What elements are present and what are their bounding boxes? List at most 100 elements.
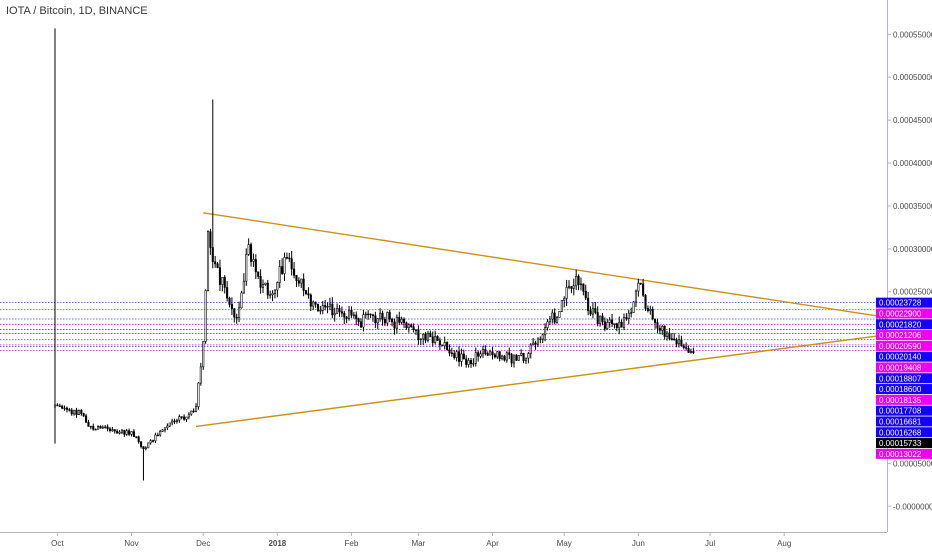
candle: [371, 313, 375, 322]
candle: [82, 412, 85, 418]
candle-body: [680, 339, 683, 347]
candle: [254, 254, 257, 279]
candle-body: [594, 308, 597, 313]
price-badge-label: 0.00017708: [879, 407, 922, 416]
candle-body: [168, 422, 171, 427]
candle-body: [163, 427, 167, 431]
candle: [75, 407, 78, 418]
candle: [68, 408, 71, 412]
candle: [276, 281, 279, 298]
candle-body: [171, 420, 174, 424]
price-badge-bg: [876, 362, 932, 373]
candle-body: [551, 312, 554, 320]
price-badge-label: 0.00019408: [879, 363, 922, 372]
candle-body: [309, 294, 312, 307]
candle-body: [677, 339, 681, 345]
candle-body: [422, 333, 425, 340]
candle-body: [625, 317, 628, 319]
candle-body: [156, 434, 159, 437]
candle-body: [403, 318, 406, 324]
candle-body: [120, 429, 123, 433]
candle: [63, 405, 66, 411]
candle: [228, 296, 231, 308]
candle: [625, 313, 628, 321]
candle-body: [689, 351, 692, 353]
candle: [214, 256, 217, 268]
price-badge-label: 0.00016681: [879, 417, 922, 426]
candle-body: [448, 349, 451, 354]
candle: [417, 325, 420, 345]
candle: [319, 305, 322, 315]
x-tick-label: Apr: [486, 539, 499, 548]
candle-body: [479, 353, 482, 357]
candle-body: [173, 420, 176, 423]
price-badge: 0.00017708: [876, 405, 932, 416]
candle-body: [438, 340, 441, 346]
candle-body: [319, 310, 322, 312]
price-badge: 0.00020140: [876, 351, 932, 362]
price-badge-bg: [876, 297, 932, 308]
candle: [273, 289, 276, 299]
candle-body: [206, 231, 210, 291]
candle: [367, 310, 370, 320]
candle: [620, 319, 623, 328]
candle: [209, 228, 212, 255]
candle: [125, 428, 128, 436]
candle-body: [419, 338, 422, 341]
candle-body: [96, 426, 100, 430]
candle-body: [192, 410, 195, 413]
candle: [261, 279, 265, 294]
candle: [285, 252, 288, 260]
candle-body: [80, 410, 83, 414]
candle-body: [618, 321, 621, 329]
candle: [202, 341, 205, 370]
candle: [570, 286, 573, 294]
candle: [175, 418, 178, 424]
candle: [218, 259, 221, 291]
candle-body: [446, 342, 449, 351]
x-tick-label: May: [557, 539, 572, 548]
candle: [297, 277, 300, 287]
candle-body: [252, 259, 255, 262]
candle: [527, 351, 530, 364]
candle: [457, 346, 461, 367]
candle-body: [106, 426, 109, 430]
price-badge-label: 0.00013022: [879, 450, 922, 459]
candle-body: [326, 306, 329, 308]
candle: [539, 336, 542, 344]
candle: [663, 325, 666, 340]
candle-body: [345, 316, 348, 319]
candle: [398, 311, 401, 326]
candle: [235, 313, 238, 324]
x-tick-label: Nov: [124, 539, 138, 548]
candle-body: [159, 431, 162, 436]
price-badge-label: 0.00016268: [879, 428, 922, 437]
candle-body: [300, 278, 303, 284]
candle-body: [240, 292, 243, 309]
candle: [257, 271, 260, 280]
candle-body: [582, 283, 585, 292]
candle-body: [639, 282, 642, 285]
candle-body: [467, 360, 470, 365]
candle-body: [632, 301, 635, 313]
candle-body: [111, 429, 114, 431]
candle-body: [512, 354, 516, 364]
candle: [379, 308, 382, 322]
candle: [627, 309, 630, 325]
candle-body: [281, 266, 284, 274]
candle-body: [541, 334, 544, 340]
candle-body: [82, 413, 85, 417]
candle: [113, 429, 116, 434]
candle: [350, 306, 353, 318]
candle-body: [646, 308, 649, 311]
candle: [386, 311, 389, 327]
candle: [192, 408, 195, 413]
candle-body: [101, 426, 104, 429]
candle: [682, 343, 685, 350]
price-badge: 0.00020590: [876, 340, 932, 351]
candle: [132, 429, 135, 437]
candle-body: [391, 318, 394, 323]
candle-body: [469, 360, 473, 364]
